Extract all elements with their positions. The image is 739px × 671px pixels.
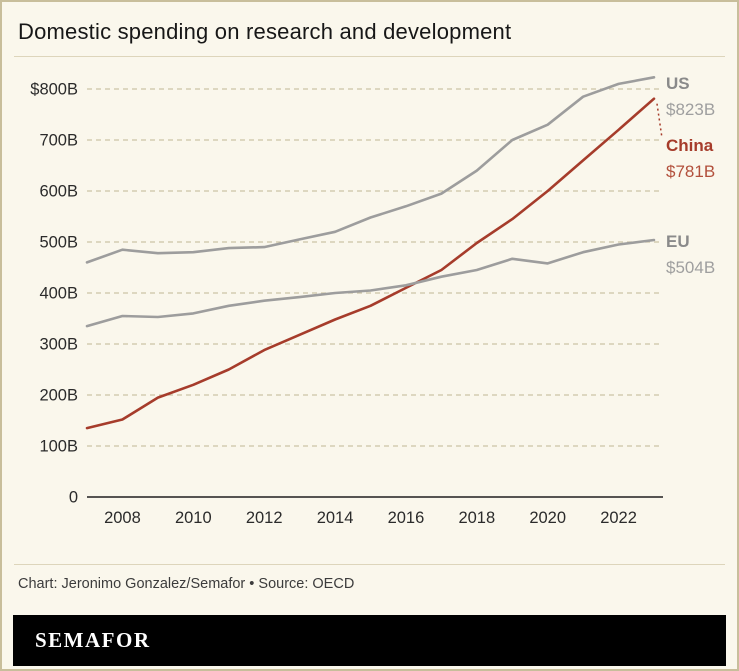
y-tick-label: 400B <box>39 285 78 303</box>
chart-credit: Chart: Jeronimo Gonzalez/Semafor • Sourc… <box>18 576 355 592</box>
y-tick-label: 600B <box>39 183 78 201</box>
x-tick-label: 2010 <box>175 509 212 527</box>
y-tick-label: 100B <box>39 438 78 456</box>
series-label-china: China <box>666 136 714 155</box>
y-tick-label: 300B <box>39 336 78 354</box>
semafor-logo: SEMAFOR <box>35 628 151 652</box>
eu-line <box>85 238 656 328</box>
chart-title: Domestic spending on research and develo… <box>18 19 512 44</box>
series-value-us: $823B <box>666 100 715 119</box>
y-tick-label: 0 <box>69 489 78 507</box>
china-line <box>85 97 656 430</box>
x-tick-label: 2018 <box>458 509 495 527</box>
x-tick-label: 2020 <box>529 509 566 527</box>
y-tick-label: $800B <box>30 81 78 99</box>
x-tick-label: 2012 <box>246 509 283 527</box>
series-value-eu: $504B <box>666 258 715 277</box>
series-label-us: US <box>666 74 690 93</box>
x-tick-label: 2016 <box>388 509 425 527</box>
series-label-eu: EU <box>666 232 690 251</box>
x-tick-label: 2008 <box>104 509 141 527</box>
series-value-china: $781B <box>666 162 715 181</box>
y-tick-label: 500B <box>39 234 78 252</box>
us-line <box>85 75 656 264</box>
semafor-brand-bar: SEMAFOR <box>13 615 726 666</box>
title-divider <box>14 56 725 57</box>
credit-divider <box>14 564 725 565</box>
y-tick-label: 200B <box>39 387 78 405</box>
x-tick-label: 2014 <box>317 509 354 527</box>
rd-spending-chart: $800B 700B 600B 500B 400B 300B 200B 100B 0 2008 20… <box>30 74 715 527</box>
y-tick-label: 700B <box>39 132 78 150</box>
china-leader-line <box>656 103 663 139</box>
x-tick-label: 2022 <box>600 509 637 527</box>
